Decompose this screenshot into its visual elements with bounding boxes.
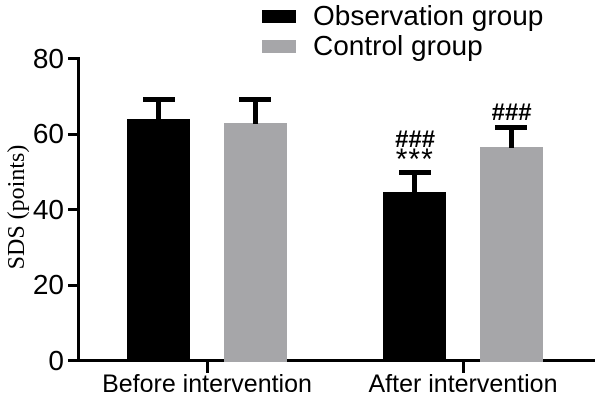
star-annotation: ***: [395, 143, 434, 177]
bar-control-group: [479, 146, 543, 362]
y-axis-tick: [68, 208, 78, 211]
error-bar-cap: [495, 125, 528, 131]
legend-item-control-group: Control group: [262, 32, 483, 60]
error-bar-cap: [239, 96, 272, 102]
error-bar-stem: [508, 129, 514, 148]
y-axis-tick: [68, 283, 78, 287]
bar-observation-group: [383, 192, 447, 362]
x-axis-tick: [205, 360, 209, 373]
legend-label-observation: Observation group: [313, 0, 544, 31]
x-axis-line: [68, 359, 595, 362]
y-axis-line: [77, 57, 80, 362]
error-bar-cap: [398, 170, 431, 176]
significance-annotation: ###: [441, 99, 581, 127]
legend-label-control: Control group: [313, 30, 483, 61]
y-axis-tick: [68, 359, 78, 362]
y-tick-label: 20: [32, 269, 64, 300]
x-axis-label: After intervention: [368, 370, 558, 398]
error-bar-stem: [156, 101, 162, 121]
legend-item-observation-group: Observation group: [262, 2, 543, 30]
error-bar-cap: [142, 97, 175, 102]
x-axis-tick: [461, 360, 465, 373]
y-tick-label: 60: [32, 118, 64, 149]
bar-control-group: [223, 122, 287, 362]
x-axis-label: Before intervention: [102, 370, 312, 398]
y-tick-label: 80: [32, 42, 64, 74]
hash-annotation: ###: [491, 99, 532, 127]
bar-observation-group: [127, 119, 191, 362]
error-bar-stem: [412, 174, 418, 194]
significance-annotation: ### ***: [345, 126, 485, 177]
legend-swatch-observation: [262, 9, 296, 23]
hash-annotation: ###: [394, 126, 435, 154]
y-tick-label: 40: [32, 193, 64, 225]
error-bar-stem: [252, 100, 258, 124]
y-tick-label: 0: [48, 344, 64, 376]
y-axis-tick: [68, 57, 78, 60]
y-axis-tick: [68, 132, 78, 136]
legend-swatch-control: [262, 39, 296, 53]
